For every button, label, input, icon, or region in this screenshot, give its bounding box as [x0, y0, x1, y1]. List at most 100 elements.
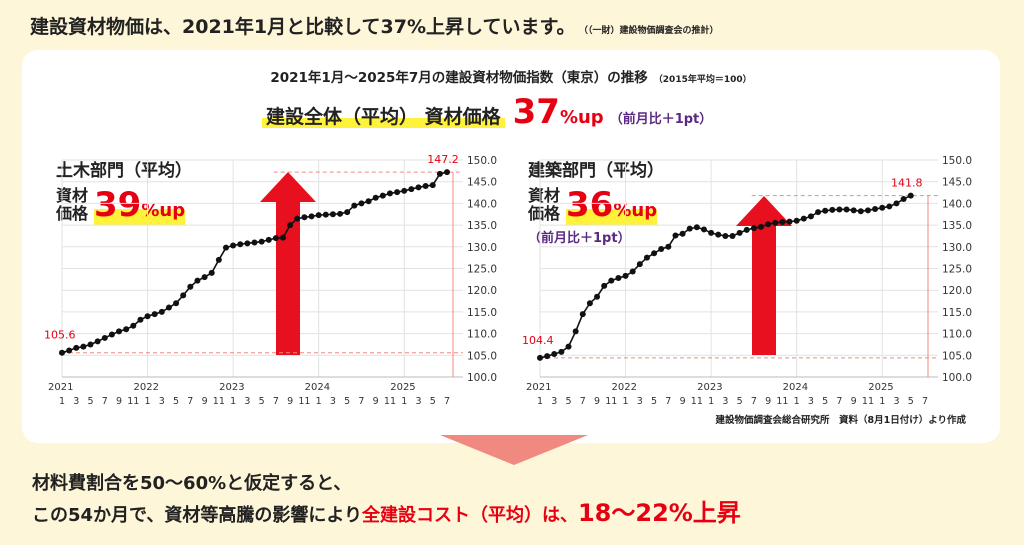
data-point [700, 226, 707, 233]
data-point [900, 196, 907, 203]
source-note: 建設物価調査会総合研究所 資料（8月1日付け）より作成 [715, 415, 966, 426]
civil-label: 土木部門（平均） 資材 価格 39%up [56, 156, 192, 225]
month-label: 11 [691, 396, 703, 407]
y-tick-label: 125.0 [467, 264, 497, 276]
civil-kakaku: 資材 価格 [56, 186, 89, 223]
chart-card: 2021年1月〜2025年7月の建設資材物価指数（東京）の推移 （2015年平均＝… [22, 50, 1000, 443]
data-point [629, 268, 636, 275]
data-point [101, 334, 108, 341]
month-label: 7 [836, 396, 842, 407]
data-point [537, 354, 543, 361]
data-point [158, 308, 165, 315]
data-point [94, 338, 101, 345]
data-point [208, 269, 215, 276]
data-point [544, 353, 551, 360]
data-point [394, 189, 401, 196]
y-tick-label: 125.0 [942, 264, 972, 276]
month-label: 7 [444, 396, 450, 407]
building-label: 建築部門（平均） 資材 価格 36%up （前月比＋1pt） [528, 156, 664, 246]
month-label: 5 [259, 396, 265, 407]
month-label: 5 [908, 396, 914, 407]
month-label: 5 [344, 396, 350, 407]
month-label: 7 [187, 396, 193, 407]
month-label: 9 [116, 396, 122, 407]
start-value-label: 104.4 [522, 334, 554, 347]
data-point [843, 206, 850, 213]
year-label: 2025 [868, 382, 893, 393]
month-label: 1 [794, 396, 800, 407]
data-point [436, 170, 443, 177]
month-label: 9 [373, 396, 379, 407]
conclusion-line1: 材料費割合を50〜60%と仮定すると、 [32, 473, 352, 494]
end-value-label: 141.8 [891, 177, 923, 190]
data-point [415, 184, 422, 191]
month-label: 11 [862, 396, 874, 407]
month-label: 9 [680, 396, 686, 407]
data-point [80, 343, 87, 350]
data-point [672, 232, 679, 239]
data-point [258, 238, 265, 245]
conclusion-line2: この54か月で、資材等高騰の影響により全建設コスト（平均）は、18〜22%上昇 [32, 499, 741, 527]
data-point [251, 239, 258, 246]
data-point [886, 203, 893, 210]
data-point [750, 225, 757, 232]
data-point [151, 311, 158, 318]
up-arrow-icon [260, 172, 316, 355]
month-label: 1 [708, 396, 714, 407]
month-label: 7 [102, 396, 108, 407]
month-label: 3 [551, 396, 557, 407]
month-label: 3 [808, 396, 814, 407]
data-point [822, 207, 829, 214]
data-point [315, 212, 322, 219]
start-value-label: 105.6 [44, 329, 76, 342]
y-tick-label: 105.0 [942, 350, 972, 362]
month-label: 5 [651, 396, 657, 407]
y-tick-label: 120.0 [942, 285, 972, 297]
month-label: 7 [665, 396, 671, 407]
month-label: 11 [213, 396, 225, 407]
month-label: 5 [430, 396, 436, 407]
end-value-label: 147.2 [427, 153, 459, 166]
data-point [643, 254, 650, 261]
year-label: 2023 [219, 382, 244, 393]
building-kakaku: 資材 価格 [528, 186, 561, 223]
data-point [230, 242, 237, 249]
data-point [201, 274, 208, 281]
month-label: 3 [244, 396, 250, 407]
data-point [879, 204, 886, 211]
month-label: 3 [893, 396, 899, 407]
data-point [786, 218, 793, 225]
headline-main: 建設資材物価は、2021年1月と比較して37%上昇しています。 [30, 16, 576, 38]
data-point [144, 313, 151, 320]
month-label: 1 [230, 396, 236, 407]
month-label: 5 [822, 396, 828, 407]
data-point [807, 213, 814, 220]
data-point [558, 348, 565, 355]
data-point [422, 183, 429, 190]
month-label: 11 [127, 396, 139, 407]
month-label: 3 [722, 396, 728, 407]
month-label: 1 [623, 396, 629, 407]
headline: 建設資材物価は、2021年1月と比較して37%上昇しています。 （（一財）建設物価… [30, 12, 719, 39]
month-label: 1 [879, 396, 885, 407]
data-point [365, 198, 372, 205]
y-tick-label: 140.0 [942, 198, 972, 210]
y-tick-label: 140.0 [467, 198, 497, 210]
data-point [237, 241, 244, 248]
data-point [194, 277, 201, 284]
data-point [758, 223, 765, 230]
data-point [351, 202, 358, 209]
y-tick-label: 145.0 [942, 177, 972, 189]
overall-value: 37 [512, 92, 560, 132]
data-point [693, 224, 700, 231]
data-point [615, 275, 622, 282]
data-point [301, 214, 308, 221]
data-point [636, 261, 643, 268]
y-tick-label: 105.0 [467, 350, 497, 362]
data-point [294, 215, 301, 222]
data-point [772, 219, 779, 226]
overall-summary: 建設全体（平均） 資材価格 37%up （前月比＋1pt） [262, 92, 712, 132]
y-tick-label: 115.0 [467, 307, 497, 319]
data-point [579, 311, 586, 318]
data-point [73, 344, 80, 351]
